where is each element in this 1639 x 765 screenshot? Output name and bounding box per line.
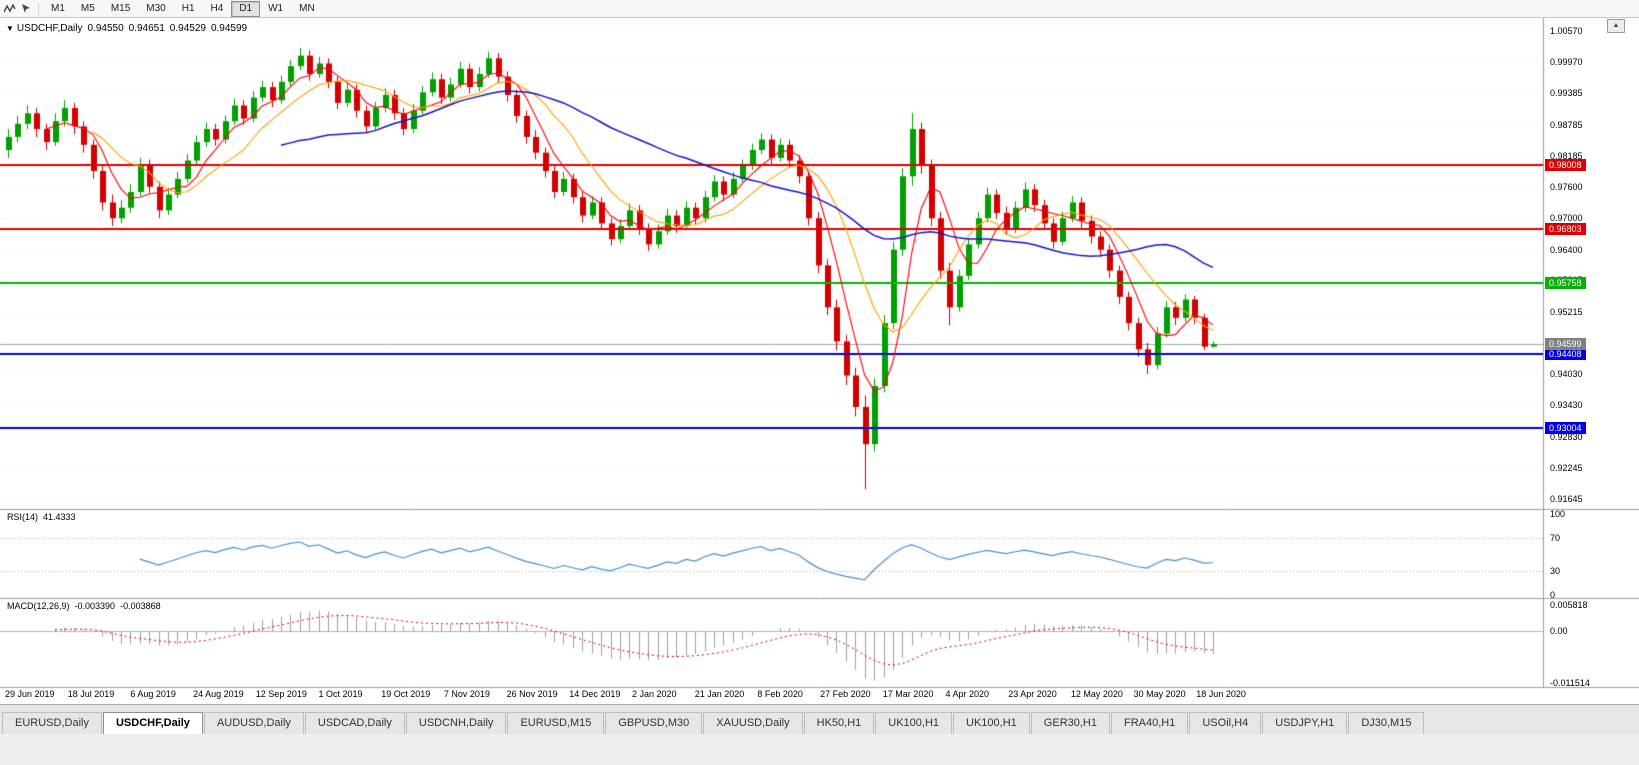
timeframe-button-m30[interactable]: M30	[146, 2, 166, 14]
price-axis-label: 0.91645	[1550, 494, 1583, 504]
price-axis-label: 0.95215	[1550, 306, 1583, 317]
price-axis-label: 0.92245	[1550, 462, 1583, 473]
window-bottom-strip	[0, 734, 1639, 765]
price-axis-label: 0.97000	[1550, 213, 1583, 224]
macd-signal-value: -0.003868	[120, 601, 161, 611]
date-axis-label: 12 Sep 2019	[255, 689, 307, 699]
chart-dropdown-icon[interactable]: ▼	[6, 24, 14, 33]
price-tag-0-96803: 0.96803	[1545, 222, 1586, 235]
rsi-axis-label: 0	[1550, 590, 1556, 600]
timeframe-buttons: M1 M5 M15 M30 H1 H4 D1 W1 MN	[43, 0, 323, 17]
toolbar-separator	[38, 2, 39, 15]
pointer-arrow-icon[interactable]	[18, 2, 34, 16]
timeframe-button-m5[interactable]: M5	[80, 2, 95, 14]
date-axis-label: 18 Jul 2019	[67, 689, 115, 699]
chart-symbol-label: USDCHF,Daily	[16, 23, 83, 34]
chart-tab-xauusd-daily[interactable]: XAUUSD,Daily	[703, 712, 803, 734]
price-axis-label: 0.99385	[1550, 88, 1583, 99]
timeframe-button-m1[interactable]: M1	[51, 2, 65, 14]
price-axis-label: 1.00570	[1550, 26, 1583, 36]
price-axis-label: 0.94030	[1550, 368, 1583, 379]
macd-axis-label: 0.00	[1550, 626, 1568, 637]
chart-tab-uk100-h1[interactable]: UK100,H1	[953, 712, 1030, 734]
chart-title: ▼ USDCHF,Daily 0.94550 0.94651 0.94529 0.9459…	[6, 23, 252, 34]
chart-window: ▼ USDCHF,Daily 0.94550 0.94651 0.94529 0.9459…	[0, 18, 1639, 704]
date-axis-label: 27 Feb 2020	[820, 689, 871, 699]
price-axis-label: 0.98785	[1550, 119, 1583, 130]
rsi-value: 41.4333	[43, 512, 76, 522]
price-chart-canvas[interactable]	[0, 18, 1639, 704]
price-tag-0-95758: 0.95758	[1545, 277, 1586, 290]
price-tag-0-93004: 0.93004	[1545, 421, 1586, 434]
price-axis-label: 0.92830	[1550, 431, 1583, 442]
chart-tabbar: EURUSD,Daily USDCHF,Daily AUDUSD,Daily USDC…	[0, 704, 1639, 734]
chart-tab-fra40-h1[interactable]: FRA40,H1	[1111, 712, 1189, 734]
chart-tab-audusd-daily[interactable]: AUDUSD,Daily	[203, 712, 304, 734]
chart-tab-uk100-h1[interactable]: UK100,H1	[875, 712, 953, 734]
price-axis-label: 0.98185	[1550, 151, 1583, 162]
date-axis-label: 21 Jan 2020	[694, 689, 745, 699]
macd-name: MACD(12,26,9)	[7, 601, 70, 611]
timeframe-button-mn[interactable]: MN	[299, 2, 315, 14]
chart-tab-eurusd-m15[interactable]: EURUSD,M15	[507, 712, 605, 734]
current-price-tag: 0.94599	[1545, 338, 1586, 351]
macd-axis-label: 0.005818	[1550, 600, 1588, 610]
chart-tab-usdjpy-h1[interactable]: USDJPY,H1	[1262, 712, 1348, 734]
date-axis-label: 30 May 2020	[1133, 689, 1186, 699]
rsi-axis-label: 30	[1550, 565, 1561, 576]
date-axis-label: 29 Jun 2019	[5, 689, 55, 699]
ohlc-low-value: 0.94529	[169, 23, 206, 34]
timeframe-toolbar: M1 M5 M15 M30 H1 H4 D1 W1 MN	[0, 0, 1639, 18]
date-axis-label: 2 Jan 2020	[632, 689, 677, 699]
timeframe-button-w1[interactable]: W1	[268, 2, 284, 14]
chart-tab-usdcnh-daily[interactable]: USDCNH,Daily	[405, 712, 507, 734]
chart-tab-usdcad-daily[interactable]: USDCAD,Daily	[304, 712, 405, 734]
chart-tab-dj30-m15[interactable]: DJ30,M15	[1348, 712, 1425, 734]
date-axis-label: 14 Dec 2019	[569, 689, 621, 699]
rsi-name: RSI(14)	[7, 512, 39, 522]
timeframe-button-d1[interactable]: D1	[231, 0, 261, 17]
scroll-up-button[interactable]: ▲	[1607, 19, 1625, 33]
chart-tab-ger30-h1[interactable]: GER30,H1	[1030, 712, 1110, 734]
date-axis-label: 6 Aug 2019	[130, 689, 176, 699]
date-axis-label: 19 Oct 2019	[381, 689, 431, 699]
date-axis-label: 8 Feb 2020	[757, 689, 803, 699]
timeframe-button-h1[interactable]: H1	[181, 2, 195, 14]
price-tag-0-94408: 0.94408	[1545, 348, 1586, 361]
ohlc-close-value: 0.94599	[210, 23, 248, 34]
macd-axis-label: -0.011514	[1550, 678, 1590, 688]
macd-main-value: -0.003390	[74, 601, 116, 611]
macd-indicator-label: MACD(12,26,9) -0.003390 -0.003868	[7, 601, 166, 611]
rsi-indicator-label: RSI(14) 41.4333	[7, 512, 81, 522]
date-axis-label: 12 May 2020	[1070, 689, 1123, 699]
date-axis-label: 23 Apr 2020	[1008, 689, 1057, 699]
price-axis-label: 0.93430	[1550, 400, 1583, 411]
timeframe-button-h4[interactable]: H4	[210, 2, 224, 14]
date-axis-label: 7 Nov 2019	[443, 689, 490, 699]
price-axis-label: 0.99970	[1550, 57, 1583, 68]
chart-tab-eurusd-daily[interactable]: EURUSD,Daily	[2, 712, 102, 734]
price-axis-label: 0.96400	[1550, 244, 1583, 255]
zigzag-indicator-icon[interactable]	[2, 2, 18, 16]
chart-tab-gbpusd-m30[interactable]: GBPUSD,M30	[605, 712, 703, 734]
date-axis-label: 1 Oct 2019	[318, 689, 363, 699]
timeframe-button-m15[interactable]: M15	[110, 2, 131, 14]
ohlc-open-value: 0.94550	[87, 23, 124, 34]
date-axis-label: 18 Jun 2020	[1196, 689, 1246, 699]
chart-tab-usdchf-daily[interactable]: USDCHF,Daily	[102, 712, 203, 734]
date-axis-label: 4 Apr 2020	[945, 689, 990, 699]
date-axis-label: 17 Mar 2020	[882, 689, 934, 699]
ohlc-high-value: 0.94651	[128, 23, 165, 34]
chart-tab-hk50-h1[interactable]: HK50,H1	[803, 712, 875, 734]
rsi-axis-label: 70	[1550, 533, 1561, 544]
price-tag-0-98008: 0.98008	[1545, 159, 1586, 172]
date-axis-label: 26 Nov 2019	[506, 689, 558, 699]
price-axis-label: 0.97600	[1550, 181, 1583, 192]
chart-tab-usoil-h4[interactable]: USOil,H4	[1189, 712, 1262, 734]
rsi-axis-label: 100	[1550, 509, 1566, 519]
date-axis-label: 24 Aug 2019	[193, 689, 244, 699]
